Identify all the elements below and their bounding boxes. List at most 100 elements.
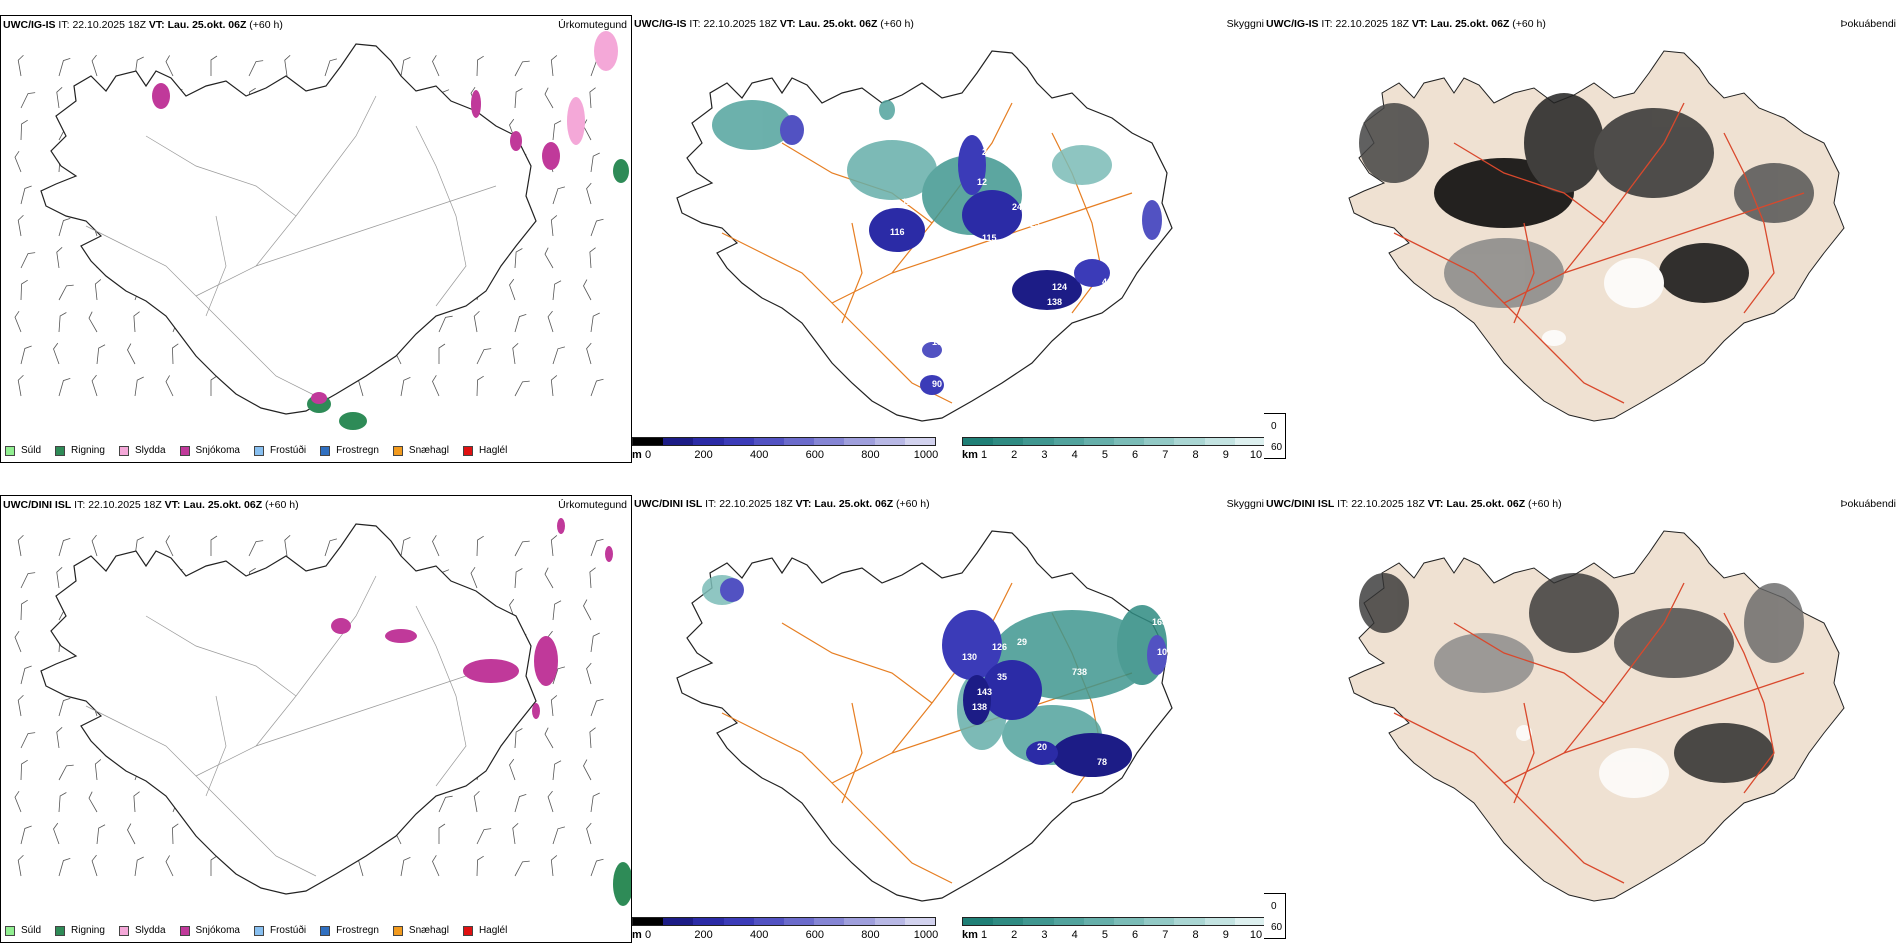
wind-barb	[586, 822, 592, 845]
wind-barb	[210, 855, 218, 876]
wind-barb	[127, 343, 136, 365]
coastline	[40, 523, 537, 895]
snow-area	[331, 618, 351, 634]
colorbar-tick: 10	[1249, 449, 1263, 461]
wind-barb	[476, 535, 484, 557]
legend-item-6: Snæhagl	[392, 925, 449, 936]
legend-label: Haglél	[478, 925, 508, 936]
wind-barb	[589, 87, 596, 109]
wind-barb	[590, 152, 600, 173]
colorbar-tick: 0	[644, 929, 652, 941]
legend-item-3: Snjókoma	[179, 925, 240, 936]
colorbar-segment	[1114, 438, 1145, 445]
ceiling-value-label: 240	[1012, 202, 1027, 212]
colorbar-segment	[904, 438, 936, 445]
fog-high-label: 60	[1271, 922, 1283, 933]
precip-legend: Súld Rigning Slydda Snjókoma Frostúði Frostre…	[5, 925, 521, 936]
precip-type-panel-row1: UWC/IG-IS IT: 22.10.2025 18Z VT: Lau. 25…	[0, 15, 632, 463]
wind-barb	[590, 538, 604, 557]
colorbar-segment	[633, 438, 664, 445]
wind-barb	[58, 698, 71, 717]
wind-barb	[53, 342, 60, 365]
colorbar-segment	[663, 438, 694, 445]
wind-barb	[91, 534, 98, 557]
visibility-colorbar: km 1 2 3 4 5 6 7 8 9 10	[962, 437, 1264, 463]
legend-label: Rigning	[71, 925, 105, 936]
coastline	[676, 50, 1173, 422]
legend-swatch	[392, 925, 403, 936]
ceiling-areas	[720, 578, 1167, 777]
colorbar-segment	[1053, 438, 1084, 445]
ceiling-value-label: 130	[932, 337, 947, 347]
wind-barb	[284, 535, 291, 557]
snow-area	[463, 659, 519, 683]
ceiling-visibility-panel-row1: UWC/IG-IS IT: 22.10.2025 18Z VT: Lau. 25…	[632, 15, 1264, 463]
colorbar-segment	[1114, 918, 1145, 925]
snow-area	[557, 518, 565, 534]
ceiling-value-label: 115	[982, 233, 997, 243]
ceiling-value-label: 29	[1017, 637, 1027, 647]
wind-barb	[94, 759, 102, 781]
wind-barb	[20, 279, 28, 301]
wind-barb	[165, 855, 174, 877]
wind-barb	[438, 343, 446, 364]
ceiling-colorbar: m 0 200 400 600 800 1000	[632, 917, 938, 943]
wind-barb	[476, 375, 484, 397]
legend-swatch	[253, 925, 264, 936]
colorbar-tick: 0	[644, 449, 652, 461]
colorbar-segment	[663, 918, 694, 925]
ceiling-value-label: 111	[902, 197, 916, 207]
precip-type-panel-row2: UWC/DINI ISL IT: 22.10.2025 18Z VT: Lau.…	[0, 495, 632, 943]
colorbar-tick: 2	[1011, 449, 1018, 461]
wind-barb	[552, 666, 565, 685]
legend-item-0: Súld	[5, 445, 41, 456]
legend-item-6: Snæhagl	[392, 445, 449, 456]
wind-barb	[58, 378, 71, 397]
wind-barb	[248, 540, 264, 557]
wind-barb	[14, 630, 22, 653]
wind-barb	[17, 694, 24, 717]
colorbar-segment	[1204, 918, 1235, 925]
colorbar-segment	[874, 918, 905, 925]
colorbar-tick: 7	[1162, 929, 1169, 941]
wind-barb	[550, 855, 558, 877]
colorbar-tick: 10	[1249, 929, 1263, 941]
wind-barb	[20, 825, 32, 845]
wind-barb	[476, 55, 484, 77]
colorbar-tick: 2	[1011, 929, 1018, 941]
fog-indicator-panel-row1: UWC/IG-IS IT: 22.10.2025 18Z VT: Lau. 25…	[1264, 15, 1900, 463]
wind-barb	[590, 218, 604, 237]
colorbar-tick: 9	[1222, 449, 1229, 461]
wind-barb	[552, 600, 562, 621]
wind-barb	[514, 88, 523, 109]
wind-barb	[14, 790, 22, 813]
legend-label: Slydda	[134, 925, 166, 936]
wind-barb	[512, 343, 519, 365]
coastline	[40, 43, 537, 415]
wind-barb	[589, 247, 596, 269]
legend-label: Rigning	[71, 445, 105, 456]
ceiling-colorbar: m 0 200 400 600 800 1000	[632, 437, 938, 463]
rain-area	[613, 862, 631, 906]
ceiling-value-label: 26	[982, 147, 992, 157]
snow-area	[542, 142, 560, 170]
wind-barb	[96, 344, 106, 365]
colorbar-segment	[1144, 918, 1175, 925]
wind-barb	[172, 823, 179, 845]
visibility-bar	[962, 437, 1264, 446]
legend-swatch	[118, 925, 129, 936]
wind-barb	[552, 120, 562, 141]
legend-label: Súld	[21, 445, 42, 456]
wind-barb	[514, 728, 523, 749]
wind-barb	[210, 55, 218, 76]
ceiling-value-label: 138	[1047, 297, 1062, 307]
wind-barb	[586, 662, 592, 685]
wind-barb	[88, 791, 98, 813]
wind-barb	[514, 60, 530, 77]
wind-barb	[58, 284, 74, 301]
legend-item-4: Frostúði	[253, 925, 306, 936]
fog-low-label: 0	[1271, 901, 1277, 912]
colorbar-tick: 8	[1192, 449, 1199, 461]
wind-barb	[172, 343, 179, 365]
ceiling-value-label: 165	[1152, 617, 1167, 627]
